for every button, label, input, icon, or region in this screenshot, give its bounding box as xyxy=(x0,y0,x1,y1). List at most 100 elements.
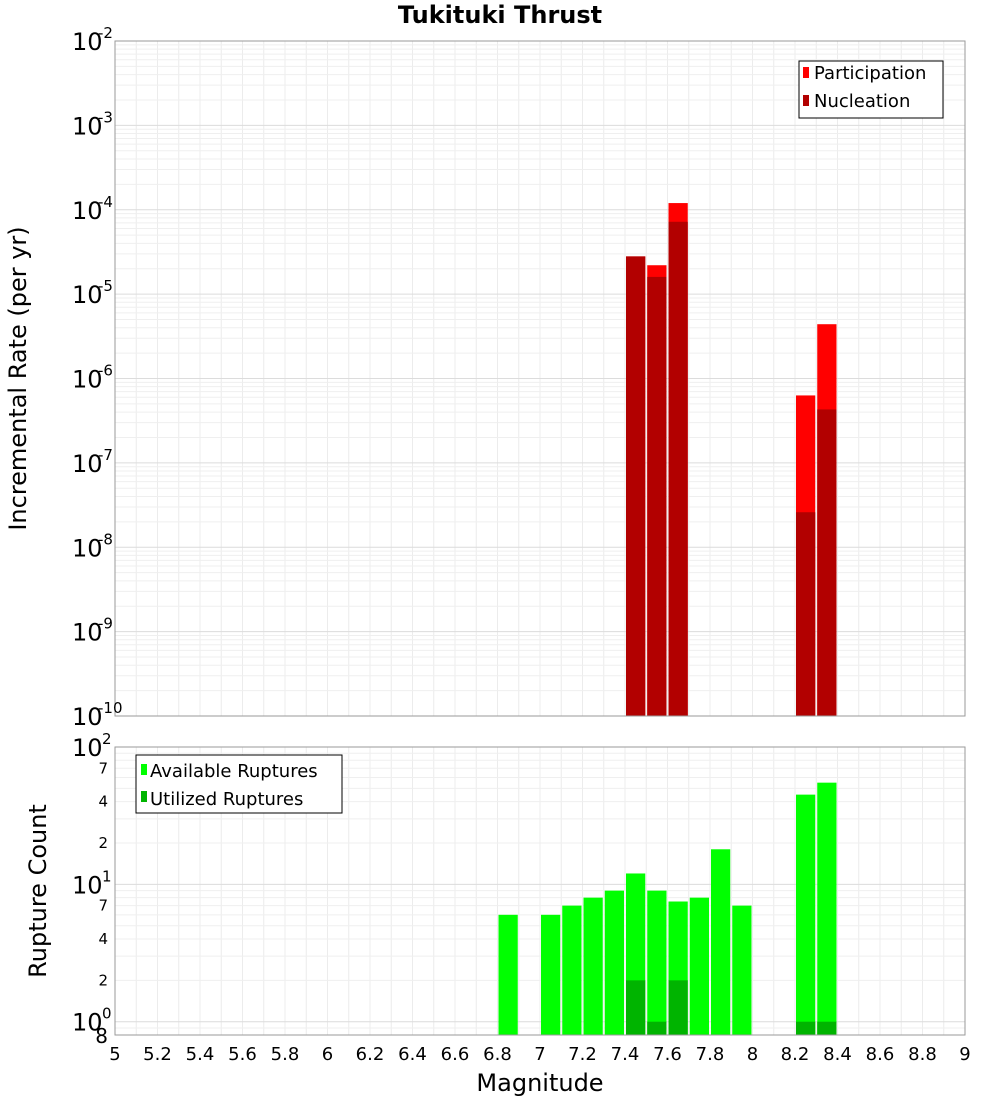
count-available-ruptures-bar xyxy=(604,890,624,1035)
rate-nucleation-bar xyxy=(668,221,688,716)
rate-y-tick-exponent: -2 xyxy=(98,24,113,42)
rate-plot: 10-210-310-410-510-610-710-810-910-10 In… xyxy=(4,24,966,731)
x-tick-label: 7.2 xyxy=(568,1044,597,1065)
count-y-minor-tick: 4 xyxy=(98,793,108,811)
participation-legend-swatch xyxy=(803,67,809,78)
count-y-minor-tick: 7 xyxy=(98,897,108,915)
rate-y-tick-labels: 10-210-310-410-510-610-710-810-910-10 xyxy=(72,24,123,731)
rate-y-tick-base: 10 xyxy=(72,534,103,562)
x-tick-label: 6.4 xyxy=(398,1044,427,1065)
rate-y-tick-exponent: -5 xyxy=(98,277,113,295)
count-available-ruptures-bar xyxy=(583,897,603,1035)
rate-y-tick-exponent: -3 xyxy=(98,108,113,126)
rate-plot-frame xyxy=(114,40,966,717)
x-tick-label: 5.6 xyxy=(228,1044,257,1065)
count-available-ruptures-bar xyxy=(711,849,731,1035)
count-legend: Available Ruptures Utilized Ruptures xyxy=(135,754,343,814)
count-available-ruptures-bar xyxy=(817,782,837,1035)
x-tick-label: 7.8 xyxy=(696,1044,725,1065)
x-tick-label: 7 xyxy=(534,1044,545,1065)
nucleation-legend-label: Nucleation xyxy=(814,91,910,112)
rate-y-tick-exponent: -4 xyxy=(98,193,113,211)
rate-y-tick-exponent: -9 xyxy=(98,615,113,633)
rate-legend: Participation Nucleation xyxy=(798,60,944,119)
count-available-ruptures-bar xyxy=(689,897,709,1035)
count-available-ruptures-bar xyxy=(732,905,752,1035)
rate-y-tick-exponent: -7 xyxy=(98,446,113,464)
x-tick-label: 5 xyxy=(109,1044,120,1065)
count-y-tick-exponent: 0 xyxy=(102,1005,112,1023)
rate-y-tick-base: 10 xyxy=(72,366,103,394)
rate-y-tick-exponent: -6 xyxy=(98,362,113,380)
count-y-tick-base: 10 xyxy=(72,871,103,899)
count-available-ruptures-bar xyxy=(498,914,518,1035)
chart-title: Tukituki Thrust xyxy=(398,1,602,29)
rate-y-tick-exponent: -8 xyxy=(98,530,113,548)
rate-y-tick-base: 10 xyxy=(72,112,103,140)
x-tick-label: 5.4 xyxy=(186,1044,215,1065)
x-tick-label: 8.8 xyxy=(908,1044,937,1065)
count-y-minor-tick: 4 xyxy=(98,930,108,948)
rate-nucleation-bar xyxy=(647,276,667,716)
available-ruptures-legend-swatch xyxy=(141,764,147,775)
rate-y-tick-exponent: -10 xyxy=(98,699,123,717)
count-y-tick-exponent: 1 xyxy=(102,867,112,885)
x-tick-label: 8 xyxy=(747,1044,758,1065)
rate-y-tick-base: 10 xyxy=(72,28,103,56)
rate-plot-bars xyxy=(626,203,837,716)
rate-nucleation-bar xyxy=(626,256,646,716)
count-utilized-ruptures-bar xyxy=(647,1021,667,1035)
rate-y-tick-base: 10 xyxy=(72,703,103,731)
count-y-axis-label: Rupture Count xyxy=(24,804,52,978)
participation-legend-label: Participation xyxy=(814,63,926,84)
x-tick-label: 6.8 xyxy=(483,1044,512,1065)
count-utilized-ruptures-bar xyxy=(668,980,688,1035)
count-available-ruptures-bar xyxy=(562,905,582,1035)
x-tick-label: 9 xyxy=(959,1044,970,1065)
rate-y-axis-label: Incremental Rate (per yr) xyxy=(4,226,32,530)
x-tick-label: 8.2 xyxy=(781,1044,810,1065)
x-tick-label: 6.6 xyxy=(441,1044,470,1065)
available-ruptures-legend-label: Available Ruptures xyxy=(150,761,318,782)
count-available-ruptures-bar xyxy=(796,794,816,1035)
count-y-minor-tick: 8 xyxy=(95,1024,108,1048)
count-y-minor-tick: 2 xyxy=(98,971,108,989)
count-available-ruptures-bar xyxy=(647,890,667,1035)
rate-y-tick-base: 10 xyxy=(72,197,103,225)
rate-y-tick-base: 10 xyxy=(72,281,103,309)
rate-nucleation-bar xyxy=(796,512,816,716)
x-tick-label: 6.2 xyxy=(356,1044,385,1065)
utilized-ruptures-legend-label: Utilized Ruptures xyxy=(150,789,303,810)
x-axis-label: Magnitude xyxy=(476,1069,603,1097)
nucleation-legend-swatch xyxy=(803,95,809,106)
x-tick-label: 8.4 xyxy=(823,1044,852,1065)
count-utilized-ruptures-bar xyxy=(626,980,646,1035)
count-y-tick-base: 10 xyxy=(72,1009,103,1037)
count-y-tick-base: 10 xyxy=(72,734,103,762)
count-utilized-ruptures-bar xyxy=(796,1021,816,1035)
x-tick-label: 8.6 xyxy=(866,1044,895,1065)
utilized-ruptures-legend-swatch xyxy=(141,791,147,802)
count-legend-box xyxy=(135,754,343,814)
count-utilized-ruptures-bar xyxy=(817,1021,837,1035)
rate-nucleation-bar xyxy=(817,409,837,716)
rate-y-tick-base: 10 xyxy=(72,450,103,478)
count-y-tick-exponent: 2 xyxy=(102,730,112,748)
count-plot-frame xyxy=(114,746,966,1036)
count-y-minor-tick: 7 xyxy=(98,759,108,777)
rate-plot-grid xyxy=(114,41,966,717)
x-tick-label: 5.8 xyxy=(271,1044,300,1065)
rate-legend-box xyxy=(798,60,944,119)
x-tick-label: 7.6 xyxy=(653,1044,682,1065)
count-available-ruptures-bar xyxy=(541,914,561,1035)
count-plot-bars xyxy=(498,782,837,1035)
rate-y-tick-base: 10 xyxy=(72,619,103,647)
x-tick-label: 6 xyxy=(322,1044,333,1065)
x-tick-label: 7.4 xyxy=(611,1044,640,1065)
x-tick-label: 5.2 xyxy=(143,1044,172,1065)
count-y-minor-tick: 2 xyxy=(98,834,108,852)
x-tick-labels: 5 5.2 5.4 5.6 5.8 6 6.2 6.4 6.6 6.8 7 7.2 7.4 7.6 7.8 8… xyxy=(109,1044,970,1065)
